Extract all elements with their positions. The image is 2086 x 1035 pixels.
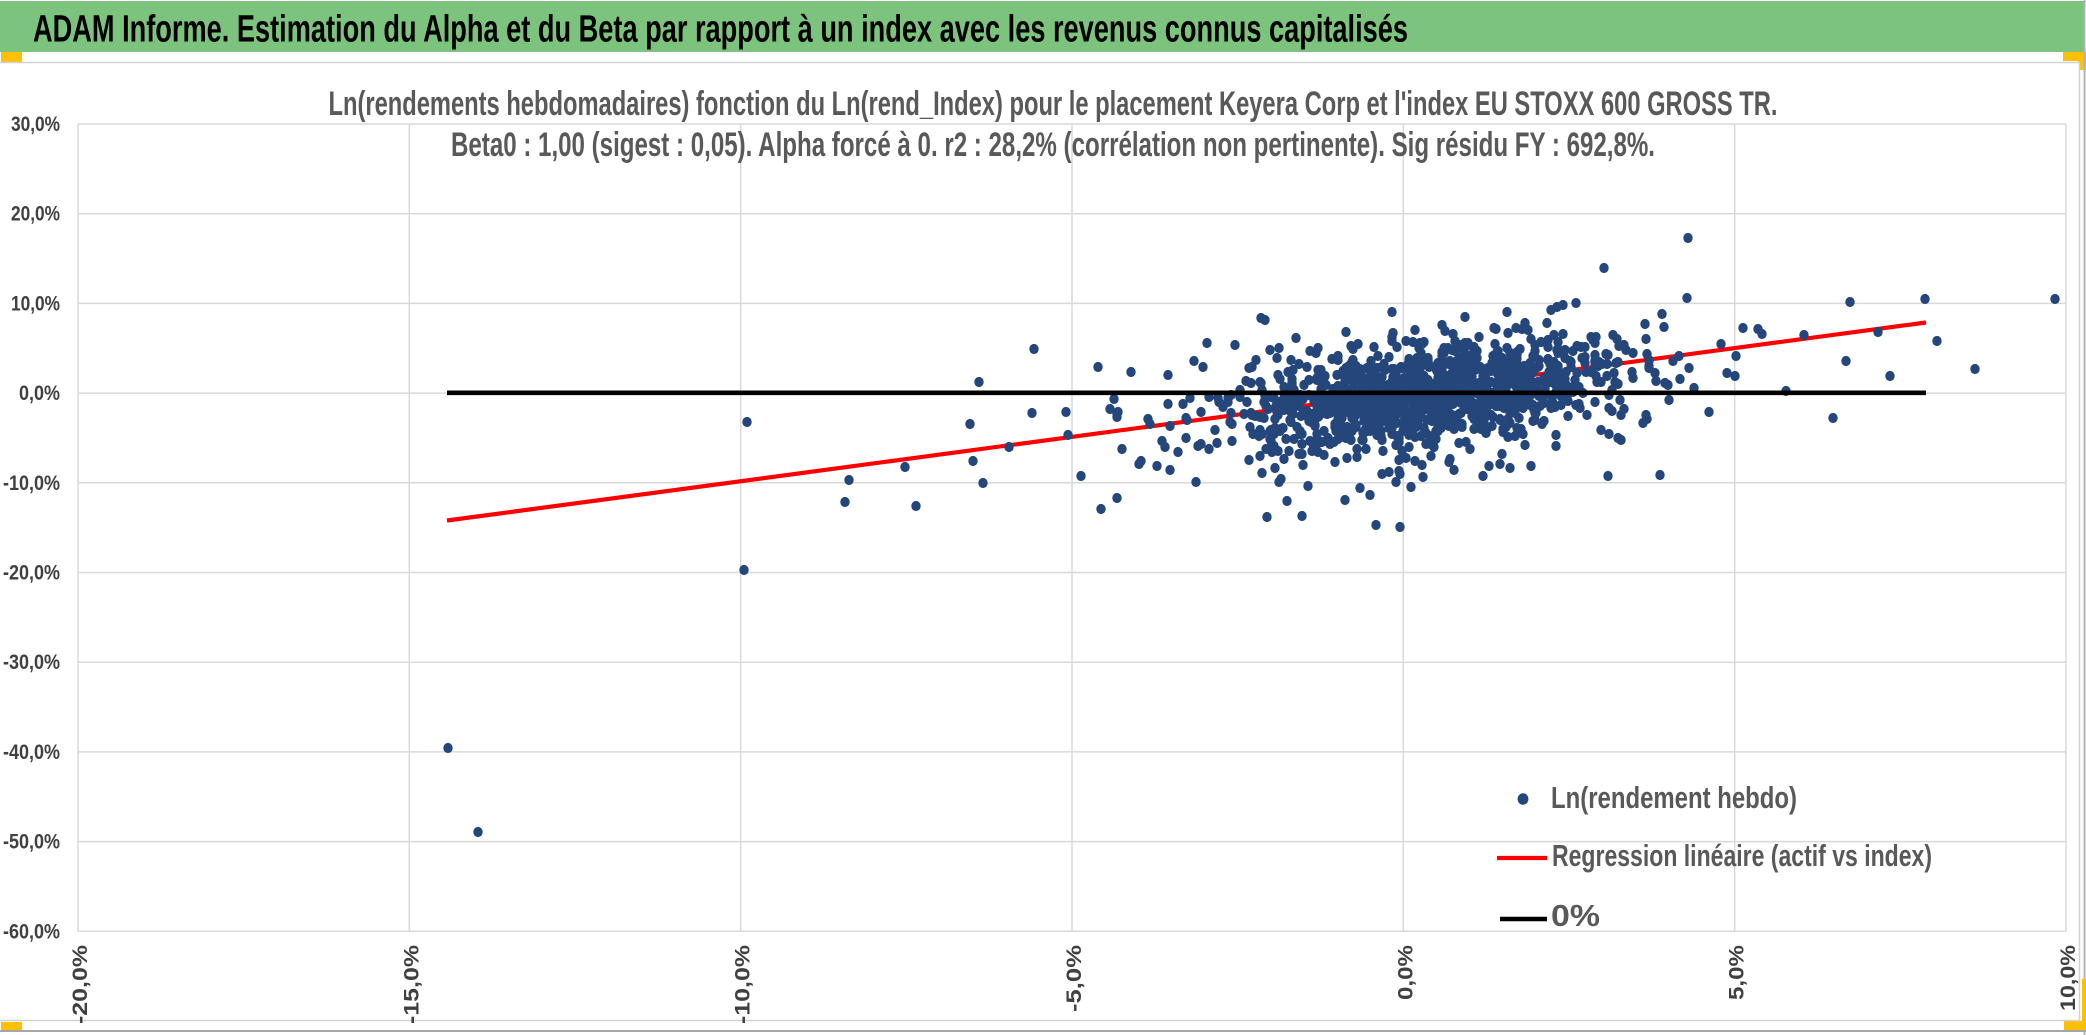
- svg-text:10,0%: 10,0%: [11, 291, 60, 315]
- svg-text:-20,0%: -20,0%: [3, 561, 60, 585]
- svg-text:Ln(rendements hebdomadaires) f: Ln(rendements hebdomadaires) fonction du…: [329, 85, 1778, 123]
- svg-text:-30,0%: -30,0%: [3, 650, 60, 674]
- svg-text:-10,0%: -10,0%: [731, 945, 755, 1024]
- svg-text:Ln(rendement hebdo): Ln(rendement hebdo): [1551, 780, 1797, 815]
- svg-text:-20,0%: -20,0%: [68, 945, 92, 1024]
- svg-text:20,0%: 20,0%: [11, 202, 60, 226]
- svg-text:Beta0 : 1,00 (sigest : 0,05).: Beta0 : 1,00 (sigest : 0,05). Alpha forc…: [451, 126, 1655, 164]
- svg-text:0,0%: 0,0%: [1393, 945, 1417, 1000]
- svg-text:-40,0%: -40,0%: [3, 740, 60, 764]
- svg-text:5,0%: 5,0%: [1725, 945, 1749, 1000]
- svg-text:30,0%: 30,0%: [11, 112, 60, 136]
- svg-text:0,0%: 0,0%: [19, 381, 60, 405]
- svg-text:Regression linéaire (actif vs: Regression linéaire (actif vs index): [1552, 838, 1932, 873]
- svg-text:-5,0%: -5,0%: [1062, 945, 1086, 1012]
- svg-text:ADAM Informe. Estimation du Al: ADAM Informe. Estimation du Alpha et du …: [33, 9, 1408, 51]
- svg-text:-50,0%: -50,0%: [3, 830, 60, 854]
- svg-text:0%: 0%: [1551, 898, 1600, 933]
- svg-text:-60,0%: -60,0%: [3, 919, 60, 943]
- svg-text:-15,0%: -15,0%: [399, 945, 423, 1024]
- svg-text:-10,0%: -10,0%: [3, 471, 60, 495]
- svg-text:10,0%: 10,0%: [2056, 945, 2080, 1011]
